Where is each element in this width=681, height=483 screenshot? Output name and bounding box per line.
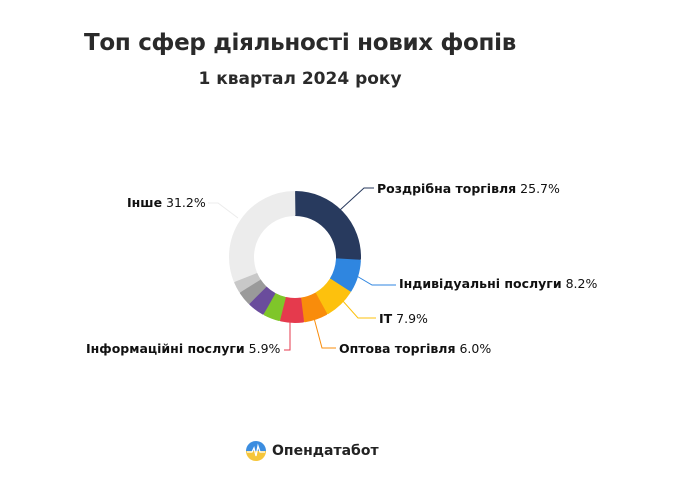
callout-line-individual [354, 274, 396, 286]
brand: Опендатабот [246, 441, 379, 461]
label-information-services: Інформаційні послуги 5.9% [86, 341, 281, 356]
label-retail: Роздрібна торгівля 25.7% [377, 181, 560, 196]
donut-slice [229, 191, 296, 282]
callout-line-retail [339, 187, 374, 211]
label-it: IT 7.9% [379, 311, 428, 326]
donut-slice [294, 191, 361, 260]
donut-slice [249, 286, 276, 315]
chart-subtitle: 1 квартал 2024 року [198, 69, 402, 89]
donut-slices [229, 191, 361, 323]
chart-title: Топ сфер діяльності нових фопів [84, 30, 516, 56]
donut-slice [263, 293, 286, 322]
donut-slice [300, 292, 328, 323]
opendatabot-logo-icon [246, 441, 266, 461]
donut-slice [234, 272, 261, 293]
donut-slice [279, 297, 305, 323]
donut-slice [239, 279, 267, 304]
label-wholesale: Оптова торгівля 6.0% [339, 341, 492, 356]
label-individual-services: Індивідуальні послуги 8.2% [399, 276, 598, 291]
label-other: Інше 31.2% [127, 195, 206, 210]
callout-line-info [284, 320, 291, 351]
donut-slice [315, 278, 351, 315]
callout-lines [208, 187, 396, 351]
callout-line-it [341, 299, 376, 319]
callout-line-wholesale [313, 317, 336, 349]
brand-name: Опендатабот [272, 443, 379, 459]
donut-slice [329, 258, 361, 292]
callout-line-other [208, 202, 239, 219]
